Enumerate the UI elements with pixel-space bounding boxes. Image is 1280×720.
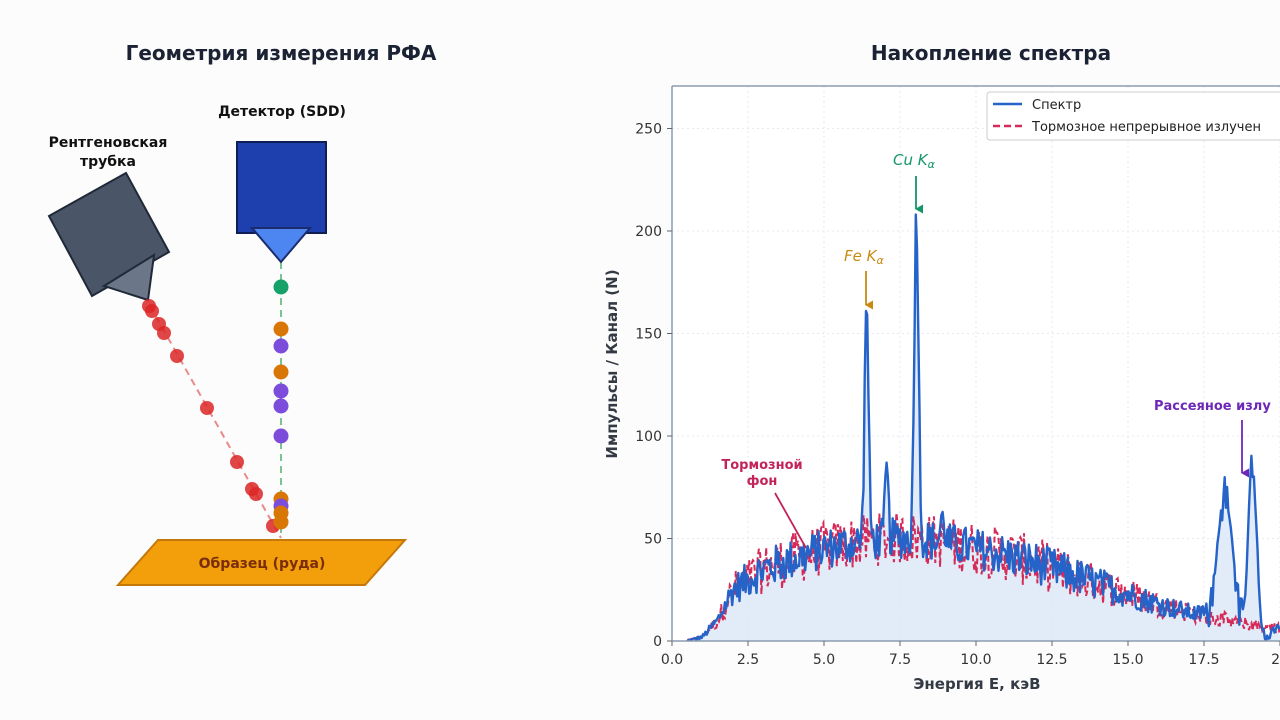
cu-peak-label: Cu Kα [893,151,936,171]
y-tick-label: 250 [635,122,662,138]
y-tick-label: 200 [635,224,662,240]
spectrum-panel: Накопление спектра 0.0 2.5 5.0 7.5 10.0 12.5 1… [603,41,1280,693]
scatter-label: Рассеяное излу [1154,399,1271,414]
series-layer [686,213,1280,641]
geometry-title: Геометрия измерения РФА [126,41,437,65]
cu-photon [273,279,289,295]
x-tick-label: 20 [1271,652,1280,668]
detector-label: Детектор (SDD) [218,104,346,120]
scatter-photon [273,383,289,399]
legend-label-bremsstrahlung: Тормозное непрерывное излучен [1031,120,1261,135]
sample-plate [115,539,408,586]
y-ticks: 0 50 100 150 200 250 [635,122,672,650]
x-tick-label: 0.0 [661,652,683,668]
incident-photon [200,401,214,415]
scatter-photon [273,398,289,414]
annotations: Fe Kα Cu Kα Тормозной фон Рассеяное излу [721,151,1271,549]
tube-nozzle-icon [101,253,156,302]
incident-photon [145,304,159,318]
tube-label-line2: трубка [80,154,136,170]
fe-photon [273,364,289,380]
y-axis-label: Импульсы / Канал (N) [603,269,621,458]
spectrum-fill [687,214,1280,641]
x-ray-tube [47,171,171,302]
incident-photon [230,455,244,469]
y-tick-label: 0 [653,634,662,650]
incident-photon [170,349,184,363]
x-tick-label: 17.5 [1188,652,1219,668]
detector-window-icon [249,227,313,264]
x-tick-label: 5.0 [813,652,835,668]
detector-body [236,141,327,234]
scatter-photon [273,338,289,354]
x-tick-label: 10.0 [960,652,991,668]
geometry-panel: Геометрия измерения РФА Рентгеновская тр… [47,41,437,586]
sample-label: Образец (руда) [199,556,326,572]
brems-label-line1: Тормозной [721,458,802,473]
x-tick-label: 2.5 [737,652,759,668]
legend-box [986,91,1280,141]
y-tick-label: 150 [635,327,662,343]
y-tick-label: 50 [644,532,662,548]
x-tick-label: 7.5 [889,652,911,668]
brems-arrow [774,492,807,549]
fe-photon [273,514,289,530]
incident-beam-path [149,305,282,539]
incident-photon [157,326,171,340]
incident-photon [249,487,263,501]
brems-label-line2: фон [747,474,778,489]
scatter-photon [273,428,289,444]
photon-markers [142,279,289,533]
x-tick-label: 15.0 [1112,652,1143,668]
legend: Спектр Тормозное непрерывное излучен [986,91,1280,141]
spectrum-line [686,213,1280,641]
y-tick-label: 100 [635,429,662,445]
detector [236,141,327,264]
legend-label-spectrum: Спектр [1032,98,1081,113]
tube-label-line1: Рентгеновская [49,135,168,151]
x-axis-label: Энергия E, кэВ [913,675,1040,693]
chart-title: Накопление спектра [871,41,1111,65]
x-ticks: 0.0 2.5 5.0 7.5 10.0 12.5 15.0 17.5 20 [661,641,1280,668]
fe-peak-label: Fe Kα [844,247,884,267]
x-tick-label: 12.5 [1036,652,1067,668]
fe-photon [273,321,289,337]
